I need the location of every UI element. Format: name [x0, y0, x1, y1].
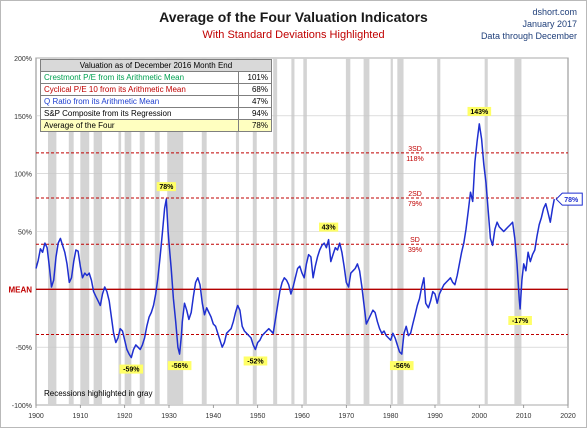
summary-row-label: S&P Composite from its Regression [40, 107, 239, 120]
x-tick-label: 1930 [161, 413, 177, 420]
summary-header: Valuation as of December 2016 Month End [40, 59, 272, 72]
x-tick-label: 1970 [339, 413, 355, 420]
sd-label-name: SD [410, 237, 420, 244]
summary-row-value: 47% [238, 95, 272, 108]
x-tick-label: 2020 [560, 413, 576, 420]
valuation-summary-table: Valuation as of December 2016 Month End … [40, 59, 272, 132]
summary-header-row: Valuation as of December 2016 Month End [40, 59, 272, 72]
annotation-box [319, 222, 339, 232]
annotation-label: 78% [159, 184, 174, 191]
series-line [35, 123, 556, 359]
source-block: dshort.com January 2017 Data through Dec… [481, 6, 577, 42]
summary-row: Q Ratio from its Arithmetic Mean 47% [40, 95, 272, 108]
summary-row-value: 68% [238, 83, 272, 96]
recession-note: Recessions highlighted in gray [44, 389, 153, 398]
latest-value-label: 78% [564, 197, 579, 204]
x-tick-label: 1920 [117, 413, 133, 420]
y-tick-label: 150% [14, 114, 32, 121]
summary-row: Cyclical P/E 10 from its Arithmetic Mean… [40, 83, 272, 96]
annotation-label: 143% [470, 109, 489, 116]
annotation-box [508, 315, 532, 325]
annotation-label: 43% [322, 225, 337, 232]
summary-row-label: Average of the Four [40, 119, 239, 132]
summary-row-value: 101% [238, 71, 272, 84]
summary-row: Average of the Four 78% [40, 119, 272, 132]
annotation-label: -59% [123, 367, 140, 374]
annotation-label: -56% [394, 363, 411, 370]
summary-row-label: Cyclical P/E 10 from its Arithmetic Mean [40, 83, 239, 96]
sd-label-value: 118% [406, 156, 423, 163]
y-tick-label: -50% [16, 345, 32, 352]
source-date: January 2017 [522, 19, 577, 29]
annotation-label: -56% [171, 363, 188, 370]
x-tick-label: 1990 [427, 413, 443, 420]
annotation-label: -52% [247, 358, 264, 365]
sd-label-value: 79% [408, 201, 422, 208]
summary-row-value: 94% [238, 107, 272, 120]
y-tick-label: 50% [18, 230, 32, 237]
annotation-box [389, 361, 414, 371]
annotation-box [119, 364, 144, 374]
annotation-box [156, 182, 176, 192]
x-tick-label: 1980 [383, 413, 399, 420]
summary-row-label: Crestmont P/E from its Arithmetic Mean [40, 71, 239, 84]
chart-title: Average of the Four Valuation Indicators [159, 9, 428, 25]
annotation-box [467, 106, 492, 116]
x-tick-label: 1900 [28, 413, 44, 420]
x-tick-label: 2010 [516, 413, 532, 420]
summary-row-value: 78% [238, 119, 272, 132]
x-tick-label: 1940 [206, 413, 222, 420]
chart-subtitle: With Standard Deviations Highlighted [202, 29, 385, 41]
source-data-through: Data through December [480, 31, 577, 41]
sd-label-name: 2SD [408, 191, 422, 198]
source-site: dshort.com [532, 7, 577, 17]
y-tick-label: -100% [12, 403, 32, 410]
summary-row: S&P Composite from its Regression 94% [40, 107, 272, 120]
annotation-box [243, 356, 268, 366]
summary-row: Crestmont P/E from its Arithmetic Mean 1… [40, 71, 272, 84]
y-tick-label: 200% [14, 56, 32, 63]
x-tick-label: 1910 [73, 413, 89, 420]
latest-value-callout [555, 192, 583, 206]
x-tick-label: 1950 [250, 413, 266, 420]
sd-label-name: 3SD [408, 146, 422, 153]
annotation-box [167, 361, 192, 371]
y-tick-label: 100% [14, 172, 32, 179]
x-tick-label: 1960 [294, 413, 310, 420]
sd-label-value: 39% [408, 247, 422, 254]
y-tick-label-mean: MEAN [8, 285, 32, 294]
x-tick-label: 2000 [472, 413, 488, 420]
annotation-label: -17% [512, 318, 529, 325]
summary-row-label: Q Ratio from its Arithmetic Mean [40, 95, 239, 108]
